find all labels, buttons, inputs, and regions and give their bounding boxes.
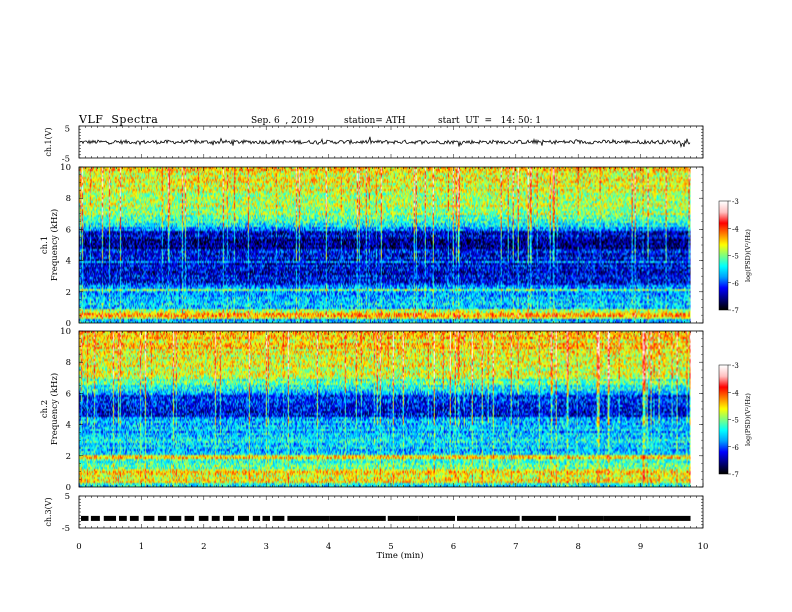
ch3-trace-segment	[103, 515, 117, 521]
y-label-line: Frequency (kHz)	[49, 209, 60, 281]
colorbar-tick-label: -7	[732, 307, 739, 315]
x-tick-label: 9	[638, 542, 643, 552]
x-tick-label: 7	[513, 542, 518, 552]
ch3-trace-segment	[418, 515, 456, 521]
colorbar-tick-label: -3	[732, 362, 739, 370]
tick-label: 10	[60, 327, 71, 337]
tick-label: 10	[60, 163, 71, 173]
ch3-trace-segment	[457, 515, 520, 521]
ch3-trace-segment	[222, 515, 235, 521]
ch1-spectrogram	[79, 167, 691, 323]
ch2-spectrogram-colorbar-label: log(PSD)(V²/Hz)	[744, 393, 752, 446]
chart-title: VLF Spectra	[79, 113, 159, 126]
tick-label: 2	[66, 452, 71, 462]
ch3-trace-segment	[169, 515, 182, 521]
ch3-trace-segment	[237, 515, 249, 521]
tick-label: 8	[66, 194, 71, 204]
ch3-trace-segment	[198, 515, 209, 521]
ch3-trace-segment	[129, 515, 139, 521]
colorbar-tick-label: -3	[732, 198, 739, 206]
ch3-trace-segment	[143, 515, 155, 521]
date-label: Sep. 6 , 2019	[251, 116, 315, 126]
tick-label: 5	[65, 492, 70, 502]
tick-label: -5	[62, 155, 70, 165]
colorbar-tick-label: -4	[732, 389, 739, 397]
x-axis-label: Time (min)	[376, 550, 423, 561]
colorbar-tick-label: -5	[732, 417, 739, 425]
tick-label: 4	[66, 421, 71, 431]
ch3-trace-segment	[603, 515, 650, 521]
y-label-line: Frequency (kHz)	[49, 373, 60, 445]
colorbar-tick-label: -5	[732, 253, 739, 261]
ch1-spectrogram-colorbar-label: log(PSD)(V²/Hz)	[744, 229, 752, 282]
y-label-line: ch.2	[40, 400, 50, 418]
ch2-spectrogram-colorbar	[719, 365, 728, 474]
ch3-trace-segment	[521, 515, 557, 521]
ch3-trace-segment	[81, 515, 89, 521]
ch3-trace-segment	[118, 515, 127, 521]
tick-label: 6	[66, 389, 71, 399]
station-label: station= ATH	[344, 116, 406, 126]
x-tick-label: 2	[201, 542, 206, 552]
ch3-waveform-frame	[78, 495, 704, 529]
ch3-trace-segment	[211, 515, 220, 521]
tick-label: 2	[66, 288, 71, 298]
ch3-trace-segment	[184, 515, 195, 521]
ch3-trace-segment	[262, 515, 270, 521]
colorbar-tick-label: -6	[732, 280, 739, 288]
ch1-spectrogram-colorbar	[719, 201, 728, 310]
x-tick-label: 6	[451, 542, 456, 552]
ch3-trace-segment	[252, 515, 261, 521]
colorbar-tick-label: -7	[732, 471, 739, 479]
x-tick-label: 8	[575, 542, 580, 552]
ch3-trace-segment	[649, 515, 691, 521]
colorbar-tick-label: -6	[732, 444, 739, 452]
ch1-y-label: ch.1(V)	[44, 127, 53, 156]
ch3-trace-segment	[387, 515, 419, 521]
tick-label: 6	[66, 225, 71, 235]
ch3-trace-segment	[272, 515, 285, 521]
colorbar-tick-label: -4	[732, 225, 739, 233]
y-label-line: ch.1	[40, 236, 50, 254]
ch2-spectrogram	[79, 331, 691, 487]
x-tick-label: 0	[76, 542, 81, 552]
ch1-spectrogram-y-label: ch.1Frequency (kHz)	[40, 209, 60, 281]
ch2-spectrogram-y-label: ch.2Frequency (kHz)	[40, 373, 60, 445]
x-tick-label: 10	[698, 542, 709, 552]
ch1-waveform-trace	[79, 136, 691, 149]
x-tick-label: 3	[263, 542, 268, 552]
tick-label: -5	[62, 524, 70, 534]
ch3-y-label: ch.3(V)	[44, 497, 53, 526]
ch3-trace-segment	[287, 515, 330, 521]
tick-label: 8	[66, 358, 71, 368]
tick-label: 0	[66, 483, 71, 493]
ch3-trace-segment	[90, 515, 100, 521]
ch3-trace-segment	[329, 515, 386, 521]
x-tick-label: 5	[388, 542, 393, 552]
ch3-trace-segment	[157, 515, 167, 521]
tick-label: 4	[66, 257, 71, 267]
tick-label: 5	[65, 125, 70, 135]
ch3-trace-segment	[558, 515, 604, 521]
start-time-label: start UT = 14: 50: 1	[438, 116, 542, 126]
tick-label: 0	[66, 319, 71, 329]
x-tick-label: 1	[139, 542, 144, 552]
x-tick-label: 4	[326, 542, 331, 552]
